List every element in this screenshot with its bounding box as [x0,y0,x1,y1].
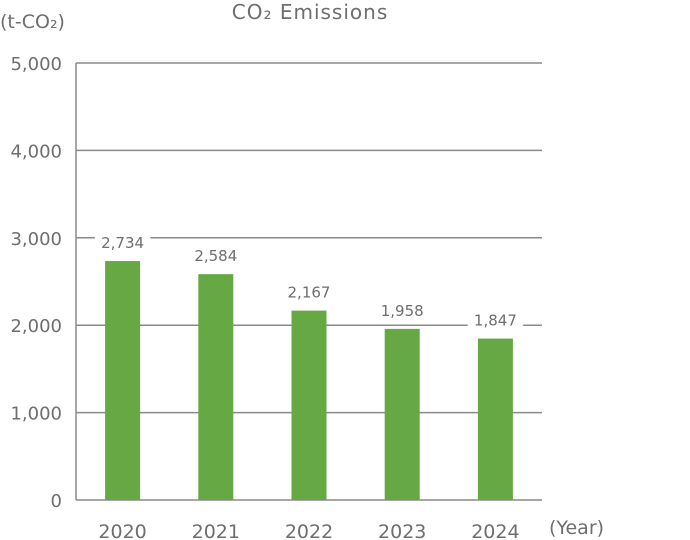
value-label-backing [467,312,524,331]
y-tick-label: 5,000 [10,54,62,75]
bar-2020 [105,261,141,500]
x-tick-labels: 2020 2021 2022 2023 2024 [98,521,519,540]
bar-value-label: 2,584 [194,247,237,265]
chart-title: CO₂ Emissions [232,0,389,24]
y-axis-label: (t-CO₂) [0,11,65,33]
value-label-backing [188,248,244,267]
y-tick-label: 0 [51,491,62,512]
bar-value-label: 2,167 [288,284,331,302]
bar-2021 [198,274,234,500]
bar-2022 [291,310,327,500]
y-tick-labels: 0 1,000 2,000 3,000 4,000 5,000 [10,54,62,512]
y-tick-label: 3,000 [10,229,62,250]
value-label-backing [281,284,337,303]
x-tick-label: 2021 [192,521,240,540]
bar-value-label: 1,958 [381,302,424,320]
bar-value-labels: 2,734 2,584 2,167 1,958 1,847 [94,234,524,331]
x-tick-label: 2020 [98,521,146,540]
bar-2024 [477,338,513,500]
bar-2023 [384,328,420,500]
x-axis-label: (Year) [549,517,604,539]
value-label-backing [374,302,430,321]
bars [105,261,513,500]
bar-value-label: 2,734 [101,234,144,252]
value-label-backing [94,235,151,254]
x-tick-label: 2024 [471,521,519,540]
bar-value-label: 1,847 [474,312,517,330]
x-tick-label: 2023 [378,521,426,540]
x-tick-label: 2022 [285,521,333,540]
y-tick-label: 1,000 [10,404,62,425]
y-tick-label: 2,000 [10,316,62,337]
y-tick-label: 4,000 [10,141,62,162]
